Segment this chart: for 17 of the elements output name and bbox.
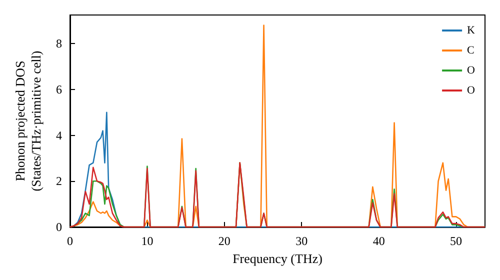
y-axis-title: Phonon projected DOS (States/THz·primitive cell)	[12, 50, 44, 192]
x-tick-label: 40	[372, 234, 385, 248]
legend-label: O	[467, 84, 476, 96]
legend-label: K	[467, 24, 476, 36]
legend-label: O	[467, 64, 476, 76]
x-tick-label: 50	[450, 234, 462, 248]
y-tick-label: 0	[56, 220, 62, 234]
y-tick-label: 4	[56, 128, 62, 142]
y-tick-label: 6	[56, 82, 62, 96]
x-tick-label: 10	[141, 234, 154, 248]
x-tick-label: 30	[296, 234, 308, 248]
legend-label: C	[467, 44, 474, 56]
x-axis-title: Frequency (THz)	[232, 250, 322, 266]
y-tick-label: 8	[56, 36, 62, 51]
x-tick-label: 20	[218, 234, 230, 248]
x-tick-label: 0	[67, 234, 73, 248]
y-tick-label: 2	[56, 174, 62, 188]
